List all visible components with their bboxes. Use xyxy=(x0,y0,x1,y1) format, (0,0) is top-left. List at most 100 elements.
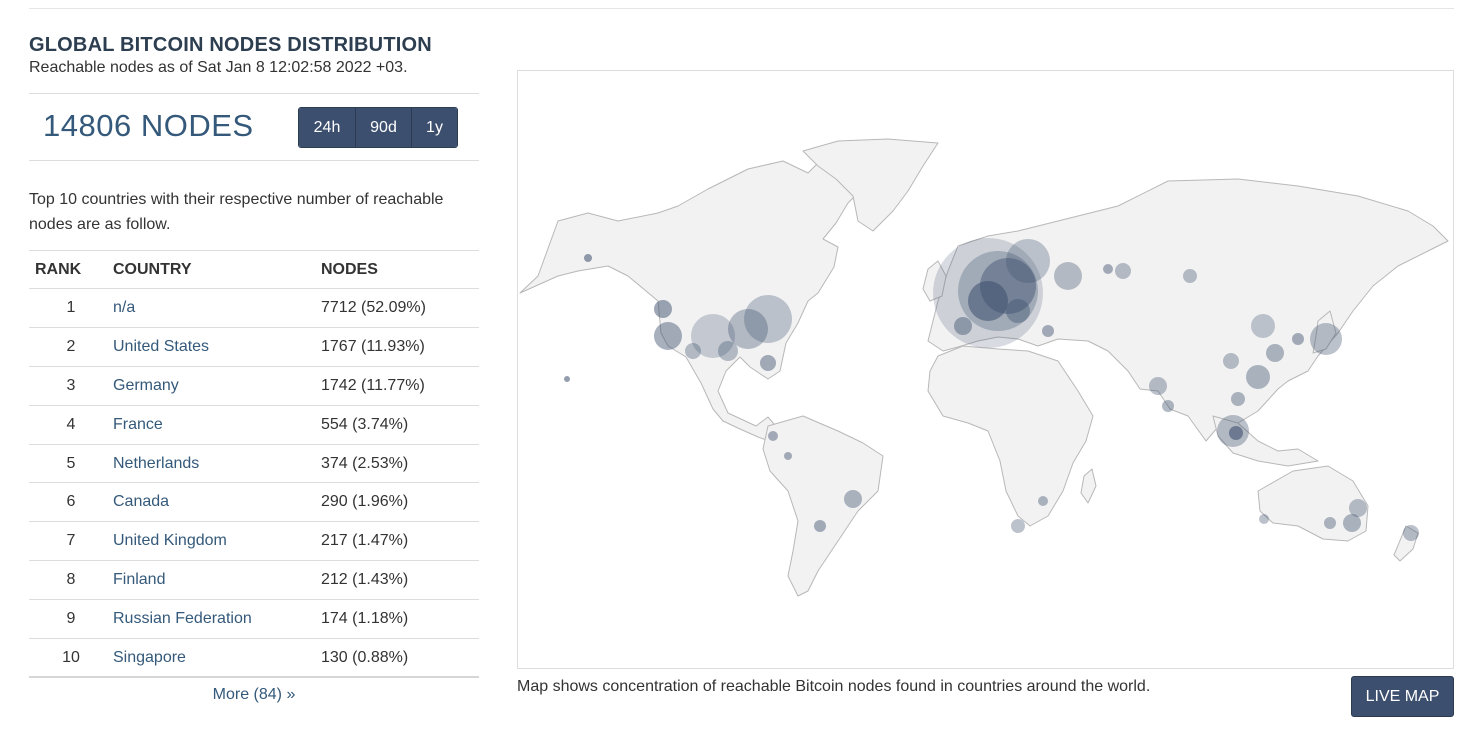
more-countries-link[interactable]: More (84) » xyxy=(212,686,296,704)
node-cluster xyxy=(1006,299,1030,323)
node-cluster xyxy=(744,295,792,343)
node-cluster xyxy=(1246,365,1270,389)
land-masses xyxy=(519,138,1449,597)
column-header-country: COUNTRY xyxy=(113,250,321,289)
node-cluster xyxy=(1115,263,1131,279)
table-row: 1 n/a 7712 (52.09%) xyxy=(29,288,479,328)
table-header-row: RANK COUNTRY NODES xyxy=(29,250,479,289)
node-cluster xyxy=(1349,499,1367,517)
country-link[interactable]: Canada xyxy=(113,482,321,523)
australia-land xyxy=(1257,465,1369,542)
node-cluster xyxy=(1251,314,1275,338)
nodes-cell: 7712 (52.09%) xyxy=(321,288,479,328)
node-clusters xyxy=(564,238,1419,541)
column-header-nodes: NODES xyxy=(321,250,479,289)
range-24h-button[interactable]: 24h xyxy=(299,108,356,147)
madagascar-land xyxy=(1080,468,1097,504)
node-cluster xyxy=(1183,269,1197,283)
table-row: 7 United Kingdom 217 (1.47%) xyxy=(29,521,479,562)
node-cluster xyxy=(1266,344,1284,362)
world-nodes-map[interactable] xyxy=(517,70,1454,669)
table-row: 5 Netherlands 374 (2.53%) xyxy=(29,444,479,484)
table-row: 10 Singapore 130 (0.88%) xyxy=(29,638,479,679)
japan-land xyxy=(1312,310,1337,354)
top-divider xyxy=(29,8,1454,9)
node-cluster xyxy=(768,431,778,441)
node-cluster xyxy=(1042,325,1054,337)
timestamp-subtitle: Reachable nodes as of Sat Jan 8 12:02:58… xyxy=(29,59,408,76)
rank-cell: 6 xyxy=(29,482,113,523)
node-cluster xyxy=(685,343,701,359)
nodes-cell: 1767 (11.93%) xyxy=(321,327,479,367)
country-link[interactable]: n/a xyxy=(113,288,321,328)
country-link[interactable]: United Kingdom xyxy=(113,521,321,562)
node-cluster xyxy=(728,309,768,349)
map-caption: Map shows concentration of reachable Bit… xyxy=(517,678,1151,695)
nodes-cell: 174 (1.18%) xyxy=(321,599,479,640)
node-cluster xyxy=(1310,323,1342,355)
total-nodes-count: 14806 NODES xyxy=(43,108,254,143)
table-row: 4 France 554 (3.74%) xyxy=(29,405,479,445)
country-link[interactable]: Singapore xyxy=(113,638,321,679)
range-1y-button[interactable]: 1y xyxy=(412,108,457,147)
nodes-cell: 290 (1.96%) xyxy=(321,482,479,523)
rank-cell: 1 xyxy=(29,288,113,328)
rank-cell: 4 xyxy=(29,405,113,445)
british-isles-land xyxy=(922,260,947,302)
world-map-svg xyxy=(519,138,1449,597)
nodes-cell: 374 (2.53%) xyxy=(321,444,479,484)
new-zealand-land xyxy=(1393,525,1419,562)
rank-cell: 9 xyxy=(29,599,113,640)
node-cluster xyxy=(691,314,735,358)
table-row: 6 Canada 290 (1.96%) xyxy=(29,482,479,523)
country-link[interactable]: Germany xyxy=(113,366,321,406)
node-cluster xyxy=(718,341,738,361)
node-cluster xyxy=(1292,333,1304,345)
node-cluster xyxy=(760,355,776,371)
column-header-rank: RANK xyxy=(29,250,113,289)
node-cluster xyxy=(584,254,592,262)
table-row: 3 Germany 1742 (11.77%) xyxy=(29,366,479,406)
country-link[interactable]: Netherlands xyxy=(113,444,321,484)
country-link[interactable]: France xyxy=(113,405,321,445)
node-cluster xyxy=(1231,392,1245,406)
nodes-cell: 130 (0.88%) xyxy=(321,638,479,679)
intro-text: Top 10 countries with their respective n… xyxy=(29,191,444,233)
country-link[interactable]: Finland xyxy=(113,560,321,601)
range-90d-button[interactable]: 90d xyxy=(356,108,412,147)
africa-land xyxy=(927,345,1094,527)
rank-cell: 7 xyxy=(29,521,113,562)
node-cluster xyxy=(1006,239,1050,283)
rank-cell: 3 xyxy=(29,366,113,406)
table-row: 9 Russian Federation 174 (1.18%) xyxy=(29,599,479,640)
page-title: GLOBAL BITCOIN NODES DISTRIBUTION xyxy=(29,34,432,56)
node-cluster xyxy=(1149,377,1167,395)
node-cluster xyxy=(784,452,792,460)
node-cluster xyxy=(654,322,682,350)
node-cluster xyxy=(1038,496,1048,506)
nodes-cell: 554 (3.74%) xyxy=(321,405,479,445)
node-cluster xyxy=(1259,514,1269,524)
node-cluster xyxy=(968,281,1008,321)
node-cluster xyxy=(1229,426,1243,440)
node-cluster xyxy=(1324,517,1336,529)
eurasia-land xyxy=(927,178,1449,442)
node-cluster xyxy=(1054,262,1082,290)
node-cluster xyxy=(1223,353,1239,369)
table-row: 8 Finland 212 (1.43%) xyxy=(29,560,479,601)
live-map-button[interactable]: LIVE MAP xyxy=(1351,676,1454,717)
nodes-cell: 217 (1.47%) xyxy=(321,521,479,562)
greenland-land xyxy=(802,138,939,232)
node-cluster xyxy=(1403,525,1419,541)
country-link[interactable]: Russian Federation xyxy=(113,599,321,640)
node-cluster xyxy=(1103,264,1113,274)
node-cluster xyxy=(1011,519,1025,533)
country-link[interactable]: United States xyxy=(113,327,321,367)
rank-cell: 2 xyxy=(29,327,113,367)
countries-table: RANK COUNTRY NODES 1 n/a 7712 (52.09%) 2… xyxy=(29,250,479,679)
rank-cell: 5 xyxy=(29,444,113,484)
nodes-cell: 1742 (11.77%) xyxy=(321,366,479,406)
north-america-land xyxy=(519,160,859,444)
rank-cell: 8 xyxy=(29,560,113,601)
rank-cell: 10 xyxy=(29,638,113,679)
